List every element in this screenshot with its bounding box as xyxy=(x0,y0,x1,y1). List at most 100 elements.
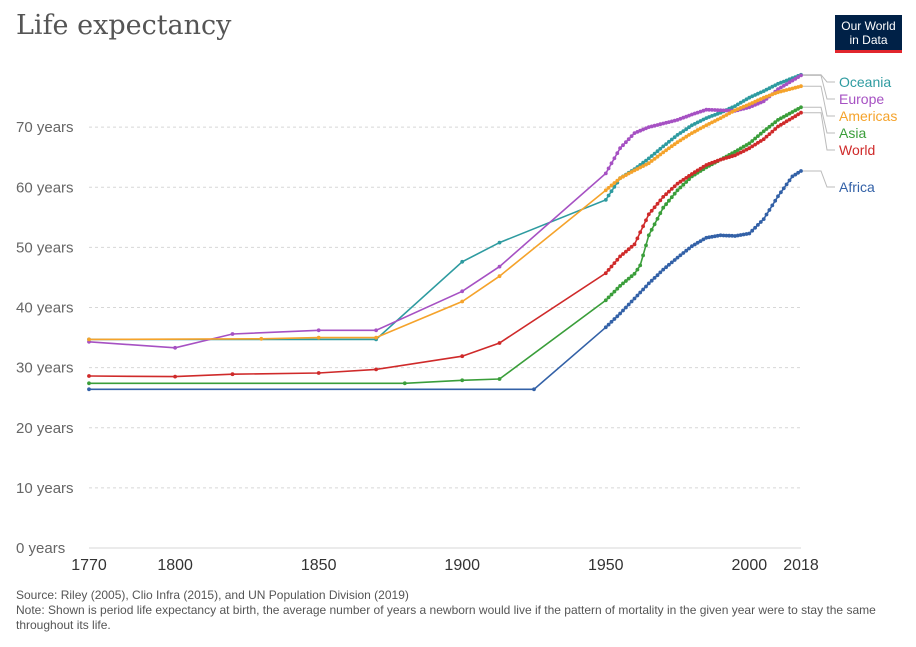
data-point-europe[interactable] xyxy=(609,161,614,166)
data-point-americas[interactable] xyxy=(787,87,792,92)
data-point-africa[interactable] xyxy=(661,267,666,272)
data-point-europe[interactable] xyxy=(603,171,608,176)
data-point-world[interactable] xyxy=(767,132,772,137)
data-point-oceania[interactable] xyxy=(701,117,706,122)
data-point-oceania[interactable] xyxy=(658,146,663,151)
data-point-americas[interactable] xyxy=(652,157,657,161)
data-point-americas[interactable] xyxy=(626,171,631,176)
data-point-europe[interactable] xyxy=(784,82,789,86)
data-point-world[interactable] xyxy=(744,147,749,152)
data-point-asia[interactable] xyxy=(799,105,803,110)
data-point-americas[interactable] xyxy=(603,188,608,193)
data-point-americas[interactable] xyxy=(672,142,677,147)
data-point-europe[interactable] xyxy=(638,128,643,133)
data-point-world[interactable] xyxy=(715,158,720,163)
data-point-africa[interactable] xyxy=(767,208,772,212)
data-point-oceania[interactable] xyxy=(644,158,648,163)
data-point-africa[interactable] xyxy=(781,186,786,191)
data-point-asia[interactable] xyxy=(402,381,407,386)
data-point-oceania[interactable] xyxy=(773,83,778,88)
data-point-americas[interactable] xyxy=(644,162,648,167)
data-point-africa[interactable] xyxy=(87,387,91,392)
data-point-oceania[interactable] xyxy=(649,154,654,158)
data-point-oceania[interactable] xyxy=(655,149,660,154)
data-point-americas[interactable] xyxy=(606,186,611,190)
data-point-africa[interactable] xyxy=(632,296,637,301)
data-point-europe[interactable] xyxy=(727,108,732,113)
data-point-asia[interactable] xyxy=(612,289,617,294)
data-point-europe[interactable] xyxy=(799,73,803,78)
data-point-americas[interactable] xyxy=(316,335,321,340)
data-point-africa[interactable] xyxy=(644,284,648,289)
data-point-world[interactable] xyxy=(756,140,760,145)
data-point-world[interactable] xyxy=(497,341,502,345)
data-point-africa[interactable] xyxy=(784,182,789,187)
data-point-americas[interactable] xyxy=(646,161,651,166)
data-point-europe[interactable] xyxy=(646,125,651,129)
data-point-world[interactable] xyxy=(87,374,91,378)
data-point-americas[interactable] xyxy=(721,114,726,119)
data-point-americas[interactable] xyxy=(704,123,709,128)
data-point-africa[interactable] xyxy=(675,255,680,260)
data-point-world[interactable] xyxy=(644,218,648,223)
data-point-oceania[interactable] xyxy=(606,193,611,198)
data-point-world[interactable] xyxy=(603,271,608,276)
data-point-asia[interactable] xyxy=(753,136,757,141)
data-point-asia[interactable] xyxy=(767,124,772,129)
data-point-oceania[interactable] xyxy=(770,84,775,89)
data-point-world[interactable] xyxy=(764,134,769,139)
data-point-world[interactable] xyxy=(618,254,622,259)
data-point-oceania[interactable] xyxy=(756,91,760,96)
data-point-asia[interactable] xyxy=(678,185,683,190)
data-point-europe[interactable] xyxy=(704,107,709,112)
data-point-world[interactable] xyxy=(460,354,465,359)
data-point-europe[interactable] xyxy=(779,85,783,90)
data-point-oceania[interactable] xyxy=(612,185,617,189)
data-point-world[interactable] xyxy=(173,374,178,379)
data-point-oceania[interactable] xyxy=(641,160,645,165)
data-point-americas[interactable] xyxy=(764,94,769,99)
data-point-asia[interactable] xyxy=(626,276,631,281)
data-point-asia[interactable] xyxy=(784,113,789,118)
data-point-americas[interactable] xyxy=(638,165,643,170)
data-point-africa[interactable] xyxy=(790,174,795,179)
data-point-africa[interactable] xyxy=(624,305,628,310)
data-point-africa[interactable] xyxy=(684,248,689,253)
data-point-africa[interactable] xyxy=(664,265,668,270)
data-point-europe[interactable] xyxy=(721,108,726,113)
data-point-world[interactable] xyxy=(672,184,677,189)
data-point-americas[interactable] xyxy=(784,88,789,92)
data-point-americas[interactable] xyxy=(618,176,622,181)
data-point-africa[interactable] xyxy=(698,239,703,244)
data-point-americas[interactable] xyxy=(713,119,717,123)
data-point-asia[interactable] xyxy=(790,110,795,114)
data-point-world[interactable] xyxy=(652,205,657,210)
series-line-africa[interactable] xyxy=(89,170,802,391)
data-point-americas[interactable] xyxy=(675,140,680,145)
data-point-americas[interactable] xyxy=(615,178,620,183)
data-point-americas[interactable] xyxy=(641,164,645,169)
data-point-world[interactable] xyxy=(799,110,803,115)
data-point-americas[interactable] xyxy=(667,146,671,151)
data-point-world[interactable] xyxy=(658,198,663,203)
data-point-asia[interactable] xyxy=(730,151,734,156)
data-point-europe[interactable] xyxy=(624,140,628,145)
data-point-asia[interactable] xyxy=(603,298,608,303)
data-point-europe[interactable] xyxy=(460,289,465,294)
data-point-americas[interactable] xyxy=(730,110,734,114)
data-point-world[interactable] xyxy=(738,150,743,155)
legend-label-oceania[interactable]: Oceania xyxy=(839,74,891,90)
data-point-africa[interactable] xyxy=(724,233,729,238)
data-point-world[interactable] xyxy=(655,201,660,206)
data-point-africa[interactable] xyxy=(776,194,780,199)
data-point-asia[interactable] xyxy=(649,227,654,232)
data-point-americas[interactable] xyxy=(612,181,617,185)
data-point-europe[interactable] xyxy=(612,156,617,161)
data-point-americas[interactable] xyxy=(695,128,700,132)
data-point-asia[interactable] xyxy=(641,253,645,258)
data-point-world[interactable] xyxy=(632,242,637,247)
data-point-americas[interactable] xyxy=(747,102,752,107)
data-point-asia[interactable] xyxy=(735,148,740,153)
data-point-asia[interactable] xyxy=(675,188,680,193)
data-point-oceania[interactable] xyxy=(764,87,769,92)
